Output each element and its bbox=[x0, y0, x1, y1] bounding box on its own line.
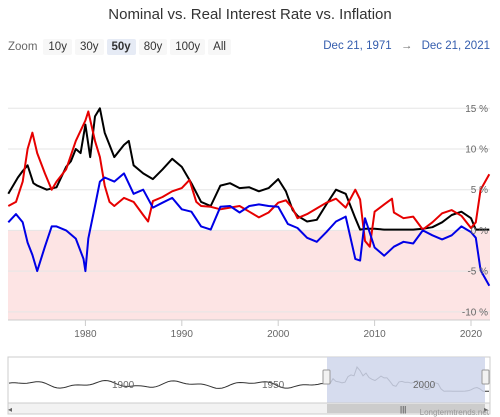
x-tick-label: 1990 bbox=[171, 329, 194, 340]
scrollbar-grip-icon: ||| bbox=[400, 405, 406, 414]
y-tick-label: 15 % bbox=[465, 104, 488, 115]
negative-rate-band bbox=[8, 230, 490, 320]
zoom-80y-button[interactable]: 80y bbox=[138, 39, 168, 55]
navigator-scrollbar-track[interactable] bbox=[7, 402, 491, 415]
navigator-tick-1950: 1950 bbox=[262, 380, 285, 391]
range-from-input[interactable]: Dec 21, 1971 bbox=[323, 40, 392, 52]
y-tick-label: -10 % bbox=[462, 307, 488, 318]
zoom-label: Zoom bbox=[8, 41, 38, 53]
x-tick-label: 1980 bbox=[74, 329, 97, 340]
x-tick-label: 2010 bbox=[363, 329, 386, 340]
zoom-10y-button[interactable]: 10y bbox=[43, 39, 72, 55]
x-tick-label: 2020 bbox=[460, 329, 483, 340]
zoom-all-button[interactable]: All bbox=[208, 39, 231, 55]
navigator-tick-2000: 2000 bbox=[413, 380, 436, 391]
grid-lines bbox=[8, 107, 490, 313]
series-line-blue bbox=[7, 172, 491, 287]
date-range: Dec 21, 1971 → Dec 21, 2021 bbox=[323, 40, 490, 52]
credit-text: Longtermtrends.net bbox=[420, 408, 490, 417]
navigator[interactable]: 1900 1950 2000 ||| ◂ ▸ bbox=[7, 356, 491, 415]
x-tick-label: 2000 bbox=[267, 329, 290, 340]
zoom-100y-button[interactable]: 100y bbox=[170, 39, 206, 55]
navigator-tick-1900: 1900 bbox=[112, 380, 135, 391]
scroll-left-icon[interactable]: ◂ bbox=[8, 405, 12, 414]
series-line-black bbox=[7, 107, 490, 231]
series-line-red bbox=[7, 110, 491, 248]
range-arrow: → bbox=[400, 40, 413, 52]
y-tick-label: 0 % bbox=[471, 226, 488, 237]
y-tick-label: -5 % bbox=[467, 267, 488, 278]
chart-title: Nominal vs. Real Interest Rate vs. Infla… bbox=[108, 6, 392, 23]
x-axis-ticks: 1980 1990 2000 2010 2020 bbox=[74, 320, 483, 340]
range-to-input[interactable]: Dec 21, 2021 bbox=[421, 40, 490, 52]
zoom-50y-button[interactable]: 50y bbox=[106, 39, 136, 55]
navigator-selection-mask[interactable] bbox=[327, 357, 485, 403]
y-tick-label: 10 % bbox=[465, 145, 488, 156]
plot-series bbox=[7, 107, 491, 287]
navigator-right-handle[interactable] bbox=[481, 369, 490, 385]
zoom-selector: Zoom 10y 30y 50y 80y 100y All bbox=[8, 38, 234, 56]
navigator-scrollbar-thumb[interactable] bbox=[327, 404, 485, 413]
y-axis-ticks: 15 % 10 % 5 % 0 % -5 % -10 % bbox=[462, 104, 488, 319]
zoom-30y-button[interactable]: 30y bbox=[74, 39, 104, 55]
y-tick-label: 5 % bbox=[471, 185, 488, 196]
navigator-left-handle[interactable] bbox=[322, 369, 331, 385]
scroll-right-icon[interactable]: ▸ bbox=[484, 405, 488, 414]
